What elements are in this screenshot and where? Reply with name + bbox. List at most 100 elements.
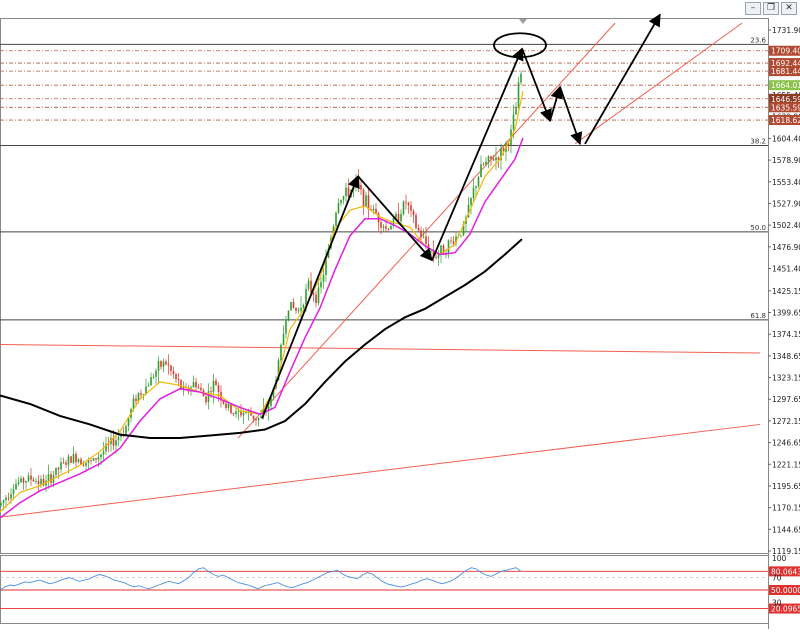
candle-body	[15, 483, 17, 490]
candle-body	[0, 503, 2, 506]
candle-body	[260, 416, 262, 418]
candle-body	[205, 396, 207, 403]
candle-body	[172, 371, 175, 375]
candle-body	[517, 82, 520, 109]
main-price-pane: 23.6 38.2 50.0 61.8	[0, 13, 769, 554]
close-icon[interactable]: ✕	[781, 2, 797, 15]
candle-body	[315, 294, 317, 304]
candle-body	[447, 240, 450, 255]
candle-body	[400, 214, 402, 222]
candle-body	[77, 459, 80, 463]
candle-body	[97, 457, 100, 460]
candle-body	[60, 462, 62, 470]
oscillator-line	[0, 567, 522, 591]
candle-body	[305, 288, 307, 305]
candle-body	[297, 310, 300, 312]
candle-body	[497, 157, 500, 161]
candle-body	[310, 280, 312, 293]
candle-body	[245, 412, 247, 414]
fibonacci-level-label: 38.2	[750, 138, 766, 146]
candle-body	[7, 497, 10, 499]
candle-body	[197, 387, 200, 389]
candle-body	[160, 361, 162, 367]
candle-body	[367, 195, 370, 210]
candle-body	[285, 319, 287, 334]
candle-body	[232, 412, 235, 415]
candle-body	[137, 393, 140, 402]
candle-body	[50, 474, 52, 483]
candle-body	[225, 403, 227, 408]
candle-body	[300, 307, 302, 311]
candle-body	[10, 494, 12, 499]
candle-body	[102, 451, 105, 455]
oscillator-level-label: 20.0965	[771, 605, 800, 614]
candle-body	[240, 410, 242, 416]
candle-body	[317, 287, 320, 304]
candle-body	[115, 440, 117, 446]
candle-body	[242, 412, 245, 416]
price-tick-label: 1374.15	[772, 330, 800, 339]
price-label-box	[769, 45, 800, 56]
candle-body	[132, 398, 135, 410]
candle-body	[520, 73, 522, 83]
candle-body	[147, 385, 150, 387]
fibonacci-level-label: 23.6	[750, 36, 766, 44]
candle-body	[325, 257, 327, 275]
candle-body	[482, 164, 485, 166]
candle-body	[72, 453, 75, 463]
candle-body	[280, 344, 282, 361]
oscillator-pane-border	[0, 555, 769, 624]
candle-body	[32, 479, 35, 482]
candle-body	[180, 379, 182, 389]
trendline	[0, 423, 761, 518]
candle-body	[42, 478, 45, 486]
candle-body	[182, 386, 185, 389]
candle-body	[295, 307, 297, 311]
price-tick-label: 1399.65	[772, 309, 800, 318]
candle-body	[437, 254, 440, 258]
restore-icon[interactable]: ❐	[763, 2, 779, 15]
candle-body	[485, 161, 487, 165]
candle-body	[65, 462, 67, 465]
price-tick-label: 1527.90	[772, 199, 800, 208]
fibonacci-level-label: 50.0	[750, 224, 766, 232]
candle-body	[435, 256, 437, 258]
candle-body	[487, 156, 490, 162]
candle-body	[192, 381, 195, 388]
price-label-box	[769, 115, 800, 126]
candle-body	[162, 361, 165, 367]
candle-body	[442, 245, 445, 256]
candle-body	[127, 417, 130, 427]
candle-body	[405, 201, 407, 203]
price-label-box	[769, 66, 800, 77]
candle-body	[85, 462, 87, 466]
candle-body	[387, 228, 390, 230]
trendline	[574, 22, 743, 145]
candle-body	[307, 280, 310, 289]
price-label-text: 1635.59	[771, 103, 800, 112]
candle-body	[117, 436, 120, 441]
price-tick-label: 1578.90	[772, 156, 800, 165]
moving-average-line	[0, 90, 524, 513]
candle-body	[430, 251, 432, 252]
candle-body	[342, 196, 345, 200]
candle-body	[200, 387, 202, 391]
candle-body	[450, 240, 452, 242]
candle-body	[207, 391, 210, 403]
candle-body	[230, 403, 232, 413]
price-tick-label: 1451.40	[772, 264, 800, 273]
minimize-icon[interactable]: –	[745, 2, 761, 15]
moving-average-line	[0, 137, 524, 519]
candle-body	[492, 158, 495, 161]
candle-body	[480, 164, 482, 178]
price-tick-label: 1502.40	[772, 221, 800, 230]
candle-body	[475, 186, 477, 188]
price-tick-label: 1323.15	[772, 374, 800, 383]
candle-body	[290, 301, 292, 311]
candle-body	[377, 213, 380, 223]
price-tick-label: 1170.15	[772, 504, 800, 513]
candle-body	[222, 400, 225, 404]
candle-body	[372, 208, 375, 211]
